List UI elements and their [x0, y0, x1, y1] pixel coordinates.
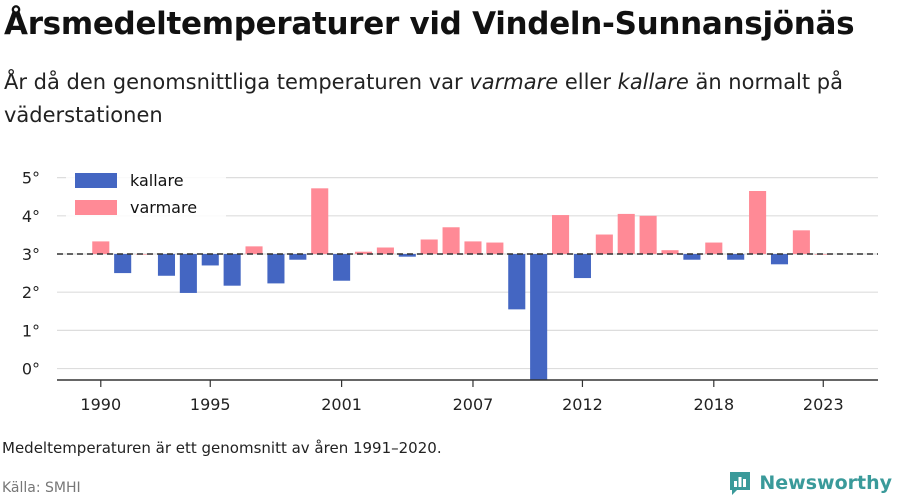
brand-logo[interactable]: Newsworthy [728, 470, 892, 496]
temperature-bar [573, 254, 591, 279]
temperature-bar [792, 230, 810, 254]
temperature-bar [639, 215, 657, 254]
temperature-bar [157, 254, 176, 276]
y-tick-label: 4° [22, 207, 40, 226]
y-tick-label: 0° [22, 360, 40, 379]
temperature-bar [552, 215, 570, 254]
x-tick-label: 2007 [453, 395, 494, 414]
source-credit: Källa: SMHI [2, 480, 81, 496]
x-tick-label: 2001 [321, 395, 362, 414]
temperature-bar [179, 254, 197, 293]
subtitle-warmer: varmare [469, 70, 559, 94]
temperature-bar [267, 254, 285, 284]
y-tick-label: 5° [22, 169, 40, 188]
temperature-bar [617, 213, 635, 254]
subtitle-colder: kallare [617, 70, 689, 94]
x-tick-label: 1990 [80, 395, 121, 414]
temperature-bar [136, 254, 154, 255]
x-tick-label: 2012 [562, 395, 603, 414]
chart-subtitle: År då den genomsnittliga temperaturen va… [4, 66, 884, 132]
legend-label-kallare: kallare [130, 171, 184, 190]
temperature-bar [486, 242, 504, 254]
x-tick-label: 2023 [803, 395, 844, 414]
y-tick-label: 1° [22, 321, 40, 340]
temperature-bar [201, 254, 219, 266]
legend-swatch-varmare [75, 200, 117, 215]
temperature-bar [398, 254, 416, 257]
legend-label-varmare: varmare [130, 198, 197, 217]
temperature-bar [683, 254, 701, 260]
temperature-bar [354, 251, 373, 254]
legend-swatch-kallare [75, 173, 117, 188]
x-tick-label: 1995 [190, 395, 231, 414]
subtitle-text-1: År då den genomsnittliga temperaturen va… [4, 70, 470, 94]
temperature-bar [420, 239, 438, 254]
x-tick-label: 2018 [693, 395, 734, 414]
temperature-bar [376, 247, 394, 254]
y-axis-ticks: 0° 1° 2° 3° 4° 5° [22, 169, 40, 379]
temperature-bar-chart: 0° 1° 2° 3° 4° 5° 1990 1995 2001 2007 2012 2018 202… [22, 166, 878, 414]
temperature-bar [727, 254, 745, 260]
temperature-bar [245, 246, 263, 254]
temperature-bar [814, 254, 832, 255]
y-tick-label: 3° [22, 245, 40, 264]
bars [92, 188, 832, 380]
temperature-bar [749, 191, 767, 254]
legend: kallare varmare [66, 166, 226, 226]
temperature-bar [530, 254, 548, 380]
newsworthy-logo-icon [730, 472, 751, 495]
temperature-bar [223, 254, 241, 286]
temperature-bar [770, 254, 789, 265]
temperature-bar [705, 242, 723, 254]
temperature-bar [595, 234, 613, 254]
temperature-bar [661, 250, 679, 254]
temperature-bar [333, 254, 351, 281]
x-axis-ticks: 1990 1995 2001 2007 2012 2018 2023 [80, 380, 844, 414]
temperature-bar [311, 188, 329, 254]
y-tick-label: 2° [22, 283, 40, 302]
temperature-bar [508, 254, 526, 310]
temperature-bar [289, 254, 307, 260]
temperature-bar [464, 241, 482, 254]
chart-title: Årsmedeltemperaturer vid Vindeln-Sunnans… [4, 6, 855, 42]
temperature-bar [442, 227, 460, 254]
temperature-bar [114, 254, 132, 274]
footnote: Medeltemperaturen är ett genomsnitt av å… [2, 439, 442, 457]
subtitle-text-3: än normalt på väderstationen [4, 70, 843, 127]
subtitle-text-2: eller [558, 70, 618, 94]
temperature-bar [92, 241, 110, 254]
brand-name: Newsworthy [759, 472, 892, 494]
